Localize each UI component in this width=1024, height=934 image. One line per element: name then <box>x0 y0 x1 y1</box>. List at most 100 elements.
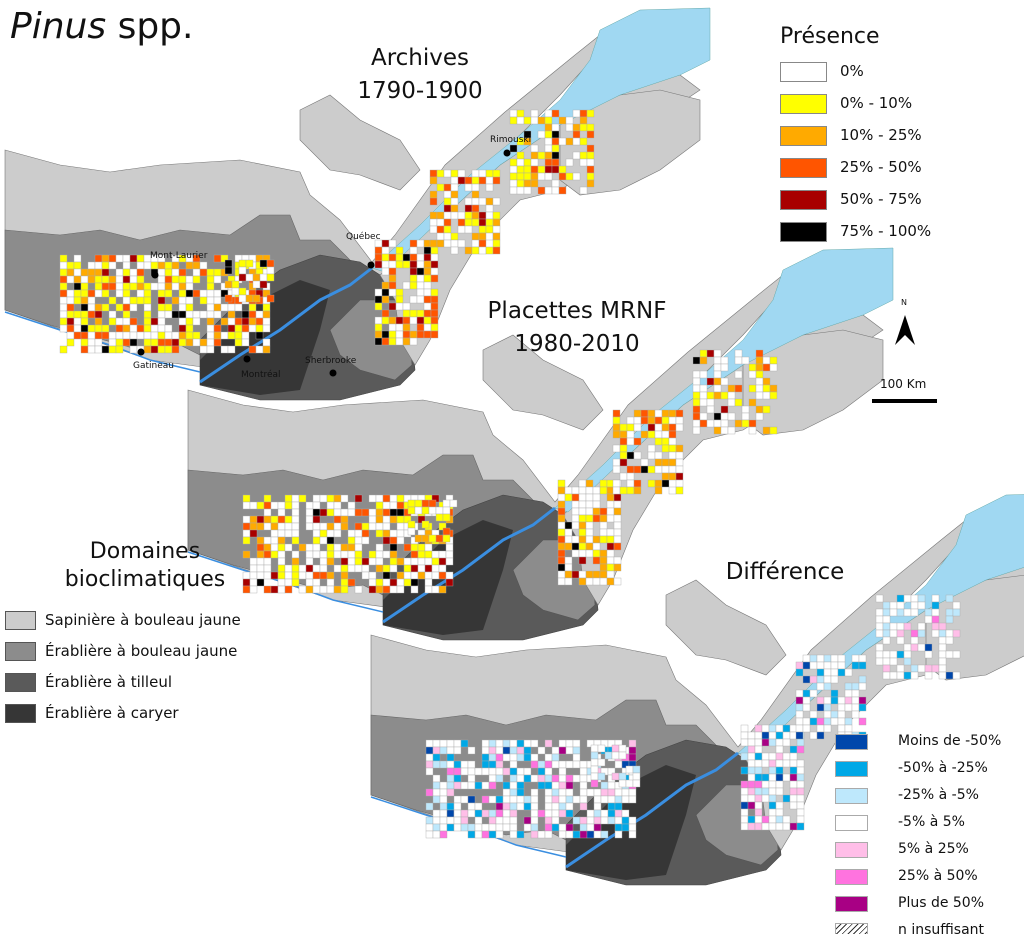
grid-cell <box>284 501 293 510</box>
grid-cell <box>488 746 497 755</box>
grid-cell <box>319 529 328 538</box>
grid-cell <box>354 529 363 538</box>
grid-cell <box>305 564 314 573</box>
grid-cell <box>699 419 708 428</box>
grid-cell <box>94 338 103 347</box>
grid-cell <box>101 261 110 270</box>
grid-cell <box>523 172 532 181</box>
grid-cell <box>903 643 912 652</box>
grid-cell <box>417 557 426 566</box>
grid-cell <box>816 703 825 712</box>
grid-cell <box>66 324 75 333</box>
grid-cell <box>606 556 615 565</box>
grid-cell <box>396 536 405 545</box>
grid-cell <box>761 731 770 740</box>
grid-cell <box>802 675 811 684</box>
grid-cell <box>478 225 487 234</box>
grid-cell <box>252 280 261 289</box>
grid-cell <box>889 608 898 617</box>
grid-cell <box>590 765 599 774</box>
grid-cell <box>178 282 187 291</box>
grid-cell <box>492 169 501 178</box>
grid-cell <box>157 310 166 319</box>
grid-cell <box>410 564 419 573</box>
grid-cell <box>389 543 398 552</box>
grid-cell <box>592 493 601 502</box>
grid-cell <box>565 774 574 783</box>
legend-label: 25% - 50% <box>840 158 922 176</box>
grid-cell <box>572 123 581 132</box>
grid-cell <box>143 282 152 291</box>
grid-cell <box>388 323 397 332</box>
legend-swatch <box>5 611 36 630</box>
grid-cell <box>432 760 441 769</box>
grid-cell <box>625 779 634 788</box>
legend-swatch <box>5 642 36 661</box>
grid-cell <box>66 303 75 312</box>
grid-cell <box>599 521 608 530</box>
grid-cell <box>347 536 356 545</box>
grid-cell <box>917 643 926 652</box>
grid-cell <box>407 499 416 508</box>
grid-cell <box>414 499 423 508</box>
grid-cell <box>284 522 293 531</box>
grid-cell <box>136 296 145 305</box>
grid-cell <box>606 493 615 502</box>
grid-cell <box>910 664 919 673</box>
legend-label: 5% à 25% <box>898 841 969 857</box>
grid-cell <box>600 809 609 818</box>
grid-cell <box>747 780 756 789</box>
grid-cell <box>917 629 926 638</box>
grid-cell <box>436 239 445 248</box>
grid-cell <box>492 218 501 227</box>
grid-cell <box>564 556 573 565</box>
grid-cell <box>668 486 677 495</box>
grid-cell <box>453 739 462 748</box>
grid-cell <box>80 296 89 305</box>
grid-cell <box>851 661 860 670</box>
grid-cell <box>875 608 884 617</box>
grid-cell <box>612 409 621 418</box>
grid-cell <box>368 522 377 531</box>
grid-cell <box>823 710 832 719</box>
grid-cell <box>319 571 328 580</box>
grid-cell <box>242 515 251 524</box>
grid-cell <box>395 260 404 269</box>
grid-cell <box>647 479 656 488</box>
grid-cell <box>467 809 476 818</box>
grid-cell <box>460 823 469 832</box>
grid-cell <box>66 331 75 340</box>
grid-cell <box>471 211 480 220</box>
grid-cell <box>796 780 805 789</box>
grid-cell <box>754 773 763 782</box>
grid-cell <box>578 493 587 502</box>
grid-cell <box>668 465 677 474</box>
grid-cell <box>544 123 553 132</box>
grid-cell <box>558 823 567 832</box>
grid-cell <box>389 501 398 510</box>
grid-cell <box>889 657 898 666</box>
grid-cell <box>626 451 635 460</box>
grid-cell <box>789 773 798 782</box>
grid-cell <box>206 268 215 277</box>
grid-cell <box>347 564 356 573</box>
grid-cell <box>396 571 405 580</box>
grid-cell <box>333 550 342 559</box>
grid-cell <box>775 815 784 824</box>
grid-cell <box>108 296 117 305</box>
grid-cell <box>626 430 635 439</box>
grid-cell <box>924 608 933 617</box>
grid-cell <box>599 556 608 565</box>
grid-cell <box>579 123 588 132</box>
grid-cell <box>457 218 466 227</box>
grid-cell <box>768 822 777 831</box>
grid-cell <box>277 536 286 545</box>
grid-cell <box>256 564 265 573</box>
panel-title-line: Placettes MRNF <box>487 298 667 324</box>
grid-cell <box>409 253 418 262</box>
grid-cell <box>80 303 89 312</box>
grid-cell <box>699 398 708 407</box>
grid-cell <box>586 144 595 153</box>
grid-cell <box>178 324 187 333</box>
